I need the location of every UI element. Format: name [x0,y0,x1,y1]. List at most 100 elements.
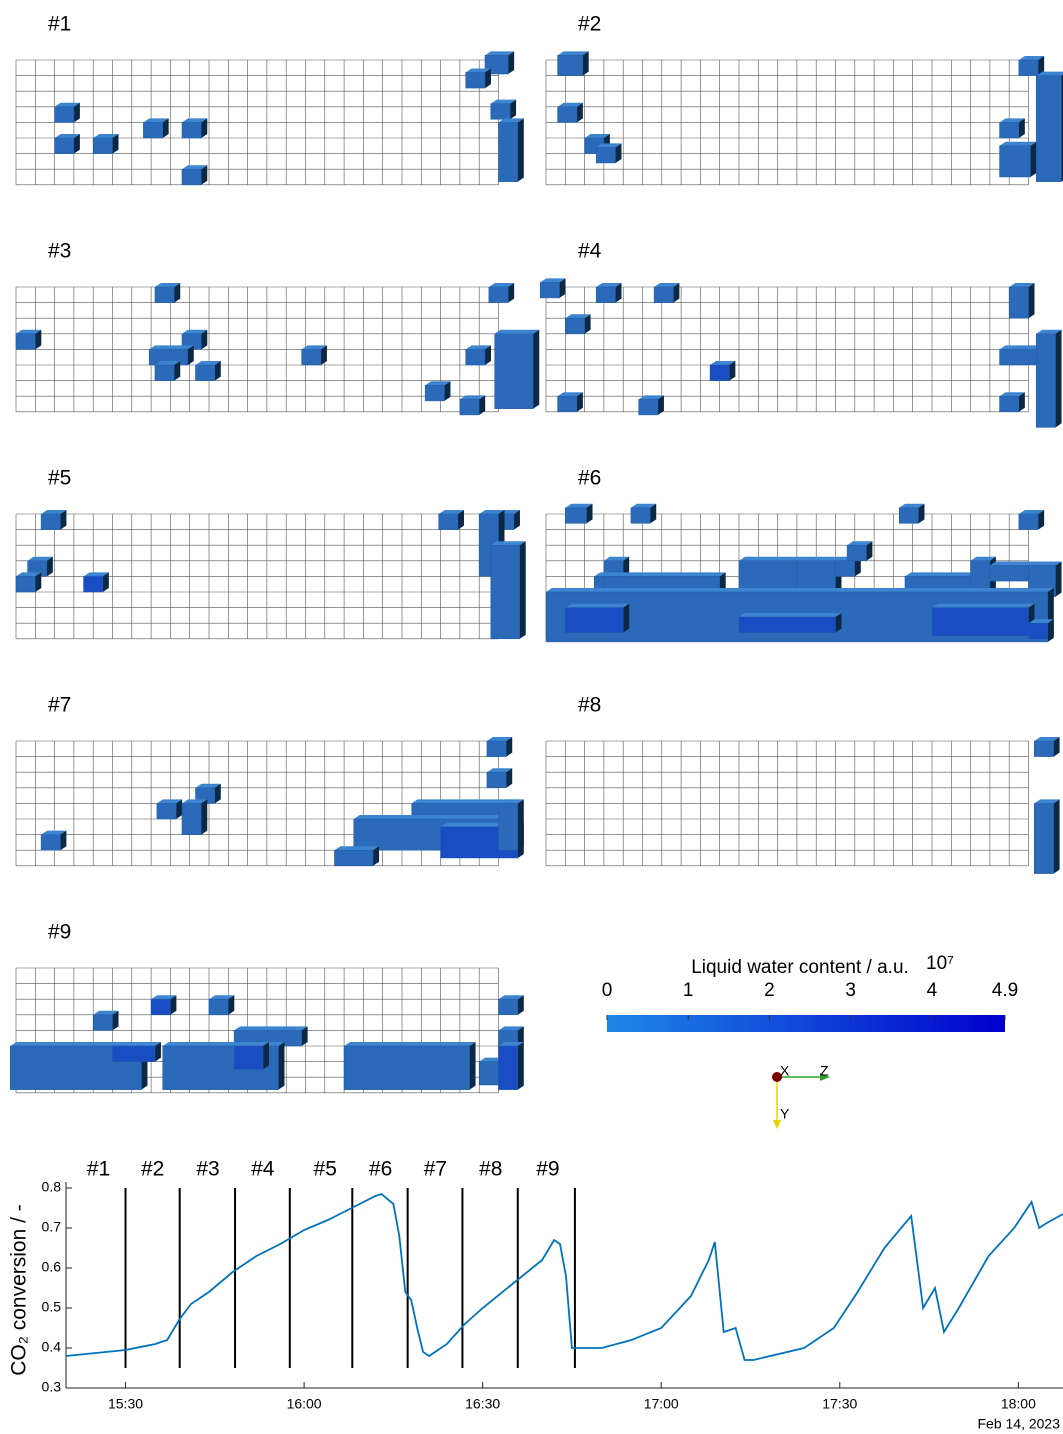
sample-label: #4 [251,1158,275,1181]
voxel [491,104,510,120]
voxel-top [412,799,515,803]
x-tick-label: 15:30 [108,1396,143,1412]
voxel-side [1056,330,1062,428]
voxel [489,287,508,303]
voxel [1036,334,1055,428]
voxel [631,508,650,524]
y-tick-label: 0.4 [42,1339,62,1355]
colorbar-tick-label: 4.9 [992,980,1018,1001]
voxel [151,999,170,1015]
voxel [797,561,836,592]
sample-label: #7 [424,1158,447,1181]
voxel [1000,396,1019,412]
voxel [182,122,201,138]
figure: #1#2#3#4#5#6#7#8#9Liquid water content /… [0,0,1063,1434]
voxel [16,576,35,592]
voxel [113,1046,155,1062]
voxel [596,287,615,303]
panel-label: #1 [48,13,71,36]
voxel [971,561,990,592]
voxel [234,1046,263,1069]
voxel [41,514,60,530]
voxel [1034,803,1053,873]
voxel [155,365,174,381]
voxel [990,565,1029,581]
voxel-side [518,799,524,850]
voxel-panel [16,737,524,866]
voxel [565,608,623,633]
sample-label: #6 [369,1158,392,1181]
x-tick-label: 17:00 [644,1396,679,1412]
voxel [460,399,479,415]
voxel [84,576,103,592]
voxel [596,147,615,163]
voxel-top [334,846,379,850]
voxel-side [520,541,526,639]
voxel-side [623,604,629,633]
voxel-panel [16,510,526,639]
voxel-top [604,572,726,576]
panel-label: #6 [578,467,601,490]
voxel [93,138,112,154]
y-tick-label: 0.6 [42,1259,62,1275]
voxel-top [234,1042,269,1046]
voxel [639,399,658,415]
x-tick-label: 16:30 [465,1396,500,1412]
voxel-top [739,557,803,561]
voxel [558,107,577,123]
voxel-side [533,330,539,409]
voxel-panel [16,51,524,184]
voxel [425,385,444,401]
voxel [1009,287,1028,318]
voxel-side [1030,142,1036,177]
voxel [157,803,176,819]
voxel [836,561,855,577]
panel-label: #4 [578,240,602,263]
voxel [55,138,74,154]
sample-label: #3 [196,1158,219,1181]
voxel [182,803,201,834]
voxel [41,835,60,851]
panel-label: #5 [48,467,71,490]
voxel [1036,76,1061,182]
voxel-side [470,1042,476,1090]
sample-label: #9 [536,1158,559,1181]
voxel [466,72,485,88]
y-axis-label: CO₂ conversion / - [8,1204,31,1376]
colorbar-tick-label: 3 [845,980,856,1001]
voxel-side [278,1042,284,1090]
x-tick-label: 16:00 [287,1396,322,1412]
voxel [739,617,836,633]
voxel [334,850,373,866]
voxel [1000,349,1039,365]
voxel-side [518,118,524,181]
voxel-top [344,1042,475,1046]
voxel [1019,514,1038,530]
voxel [899,508,918,524]
voxel [847,545,866,561]
y-tick-label: 0.7 [42,1219,62,1235]
voxel-top [565,604,629,608]
voxel-top [797,557,842,561]
voxel [1000,146,1031,177]
triad-y-label: Y [780,1106,790,1122]
voxel [143,122,162,138]
voxel-side [1029,283,1035,318]
colorbar-tick-label: 4 [927,980,938,1001]
voxel [499,1046,518,1090]
voxel [55,107,74,123]
voxel-top [990,561,1035,565]
voxel-side [508,51,514,74]
voxel [155,287,174,303]
voxel [344,1046,469,1090]
x-tick-label: 18:00 [1001,1396,1036,1412]
voxel-top [354,815,514,819]
voxel [499,122,518,181]
voxel [487,772,506,788]
sample-label: #5 [314,1158,337,1181]
voxel-top [149,345,194,349]
voxel [495,334,534,409]
voxel [565,508,586,524]
voxel-top [739,613,842,617]
voxel-side [1056,561,1062,596]
